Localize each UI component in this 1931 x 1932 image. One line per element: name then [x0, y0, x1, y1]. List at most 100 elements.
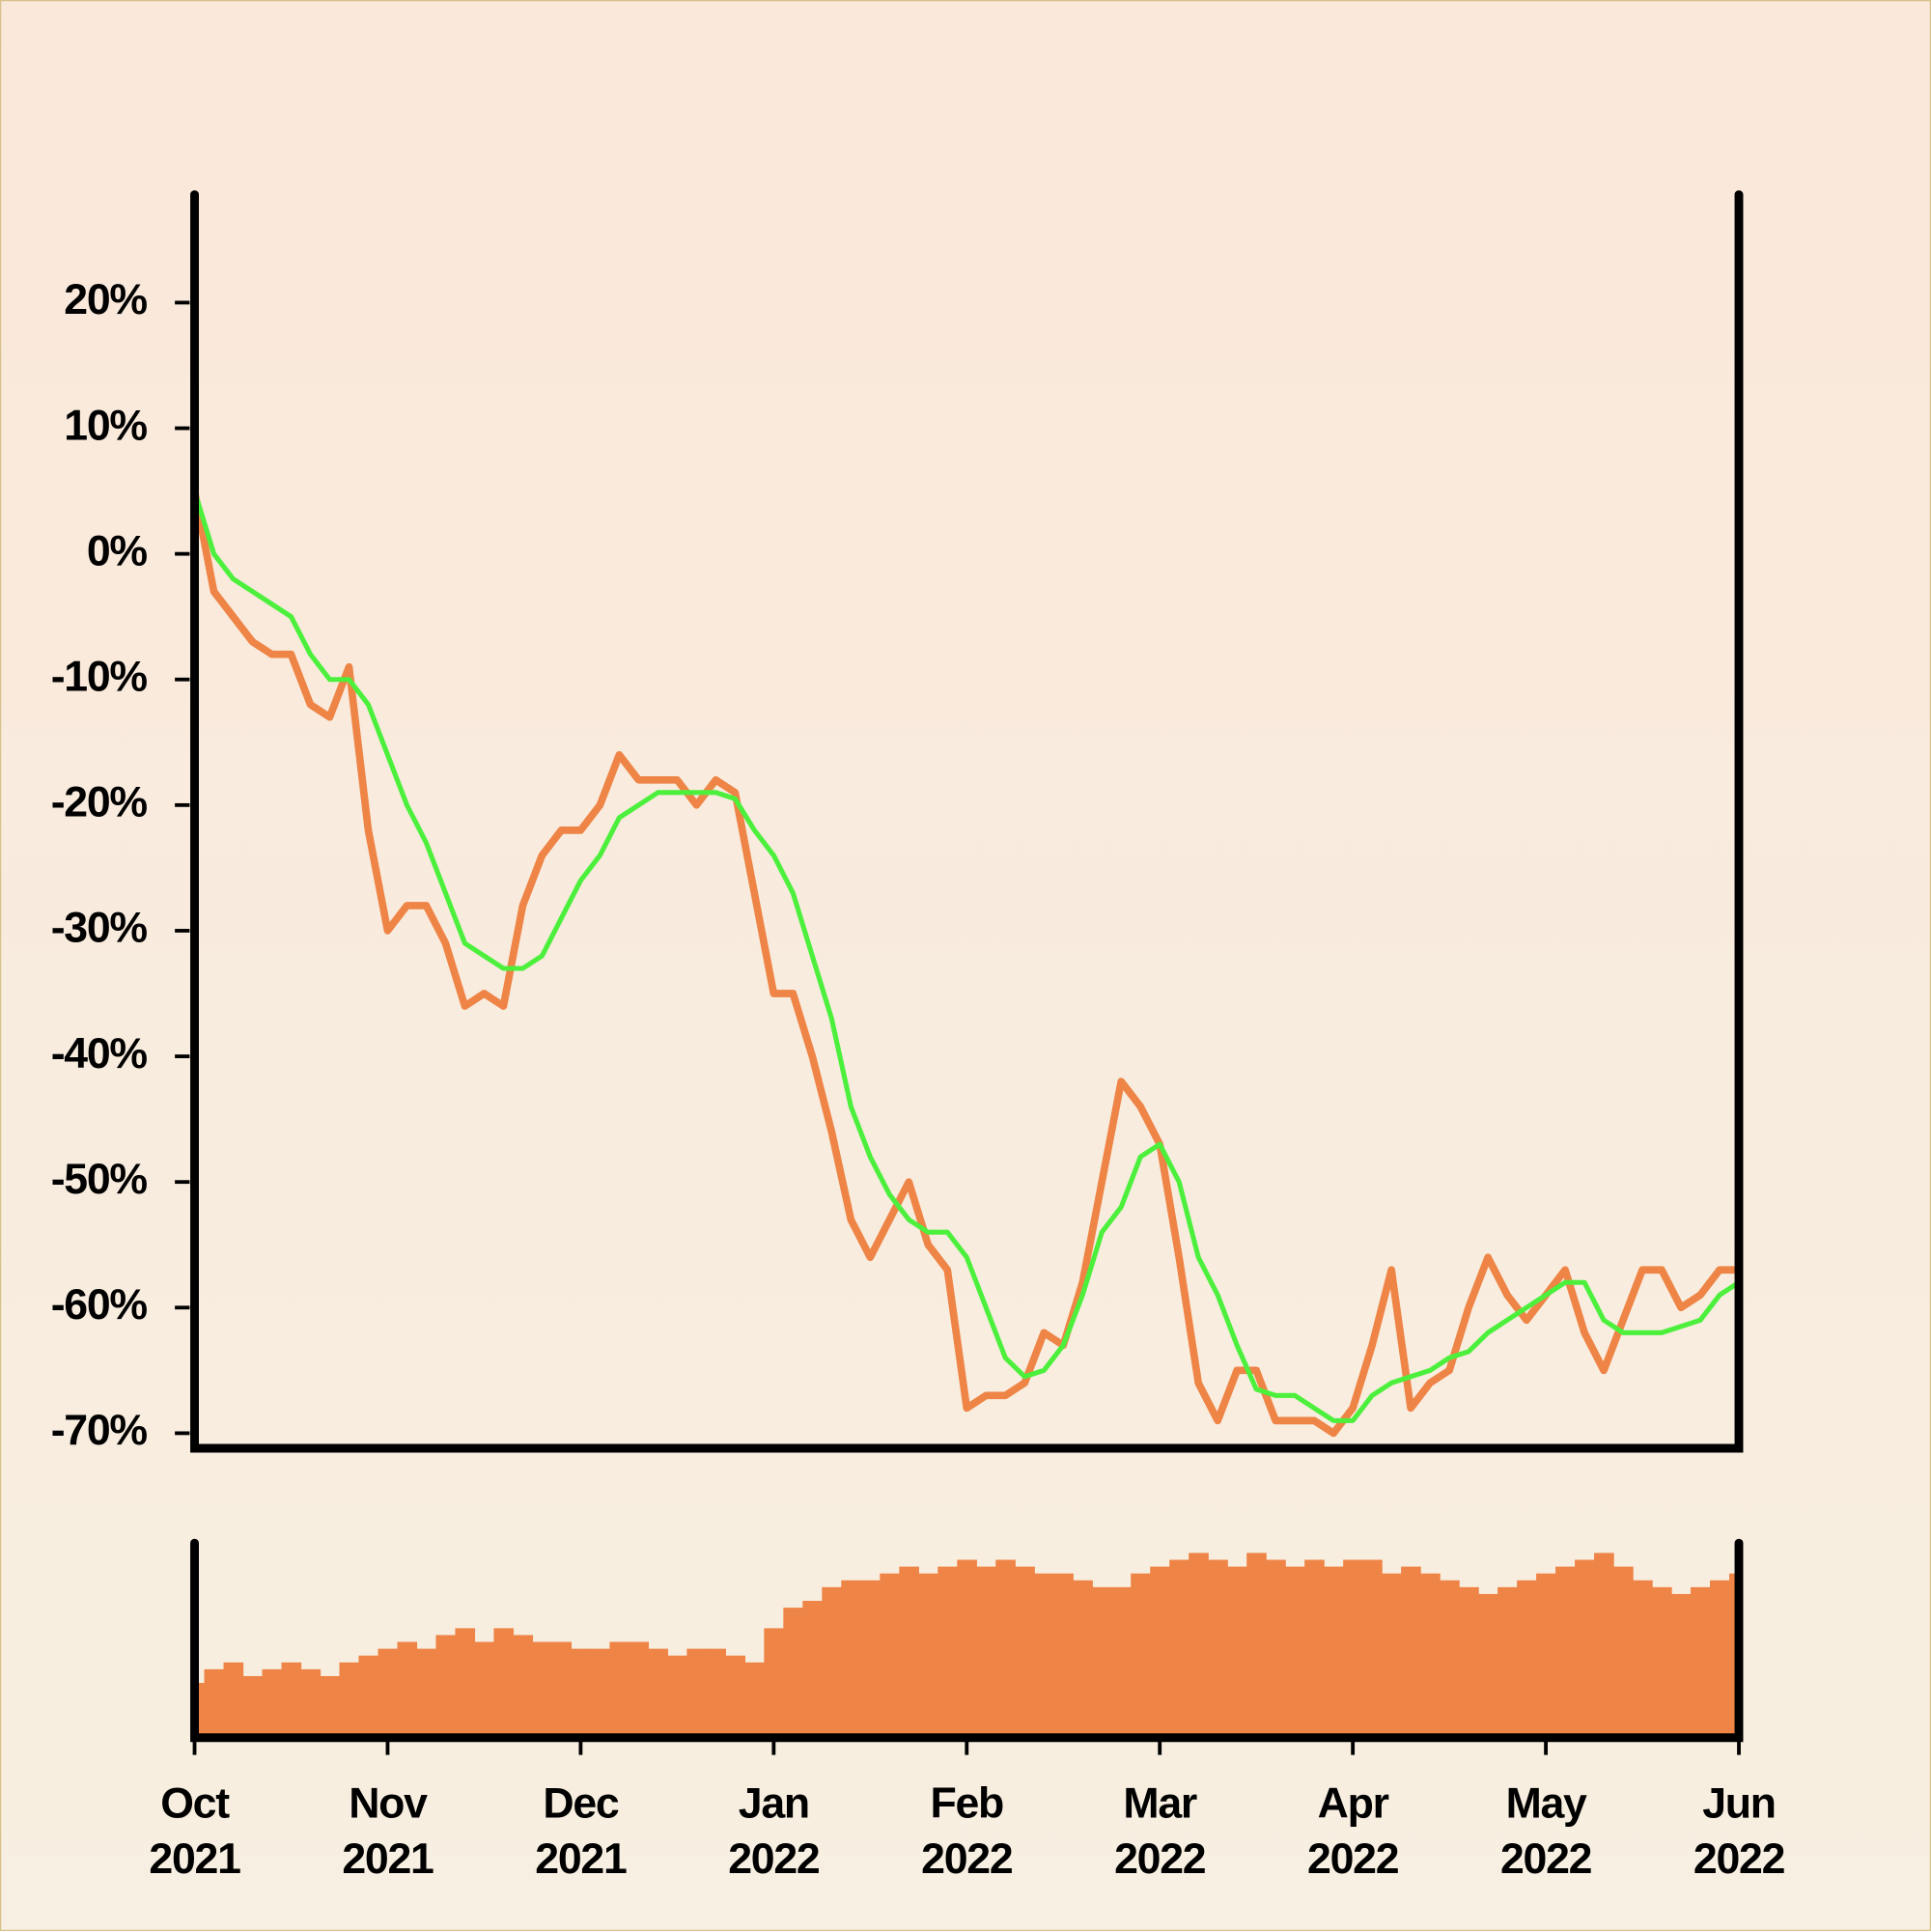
volume-bar	[1459, 1586, 1479, 1738]
volume-bar	[1652, 1586, 1672, 1738]
y-tick-label: -20%	[51, 779, 148, 826]
volume-bar	[1420, 1573, 1441, 1738]
volume-bar	[571, 1648, 592, 1738]
y-tick-label: -60%	[51, 1281, 148, 1329]
volume-bar	[841, 1580, 861, 1738]
volume-bar	[609, 1641, 630, 1738]
x-tick-label: Dec 2021	[535, 1779, 628, 1884]
x-tick-label: Feb 2022	[921, 1779, 1014, 1884]
volume-bar	[1555, 1566, 1576, 1738]
x-tick-label: Oct 2021	[149, 1779, 241, 1884]
volume-bar	[1169, 1559, 1189, 1738]
volume-bar	[1285, 1566, 1305, 1738]
volume-bar	[938, 1566, 958, 1738]
volume-bar	[880, 1573, 900, 1738]
volume-bar	[1304, 1559, 1325, 1738]
volume-bar	[725, 1655, 745, 1738]
volume-bar	[435, 1635, 457, 1738]
volume-bar	[1710, 1580, 1730, 1738]
volume-bar	[397, 1641, 418, 1738]
volume-bar	[783, 1608, 803, 1738]
volume-bar	[242, 1675, 264, 1738]
volume-bar	[455, 1628, 476, 1738]
volume-bar	[493, 1628, 515, 1738]
volume-bar	[378, 1648, 399, 1738]
volume-bar	[1691, 1586, 1711, 1738]
volume-bar	[281, 1662, 302, 1738]
volume-bar	[551, 1641, 573, 1738]
volume-bar	[1382, 1573, 1402, 1738]
volume-bar	[1729, 1573, 1740, 1738]
y-tick-label: -10%	[51, 654, 148, 701]
volume-bar	[532, 1641, 553, 1738]
volume-bar	[1208, 1559, 1228, 1738]
volume-bar	[1034, 1573, 1054, 1738]
volume-bar	[744, 1662, 765, 1738]
x-tick-label: May 2022	[1499, 1779, 1593, 1884]
volume-bar	[1189, 1553, 1209, 1738]
volume-bar	[1633, 1580, 1653, 1738]
volume-bar	[918, 1573, 938, 1738]
volume-bar	[706, 1648, 726, 1738]
y-tick-label: -40%	[51, 1030, 148, 1078]
volume-bar	[822, 1586, 842, 1738]
volume-bar	[204, 1668, 225, 1738]
volume-bar	[1594, 1553, 1614, 1738]
y-tick-label: -50%	[51, 1156, 148, 1203]
volume-bar	[474, 1641, 495, 1738]
x-tick-label: Jun 2022	[1693, 1779, 1786, 1884]
volume-bar	[1092, 1586, 1112, 1738]
x-tick-label: Mar 2022	[1114, 1779, 1207, 1884]
volume-bar	[339, 1662, 360, 1738]
y-tick-label: 0%	[87, 527, 148, 574]
volume-bar	[1227, 1566, 1247, 1738]
volume-bar	[860, 1580, 881, 1738]
volume-bar	[1613, 1566, 1634, 1738]
volume-bar	[1536, 1573, 1556, 1738]
x-tick-label: Apr 2022	[1307, 1779, 1400, 1884]
volume-bar	[1150, 1566, 1170, 1738]
y-tick-label: -30%	[51, 905, 148, 952]
volume-bar	[995, 1559, 1016, 1738]
volume-bar	[300, 1668, 322, 1738]
volume-bar	[416, 1648, 437, 1738]
volume-bar	[667, 1655, 688, 1738]
volume-bar	[1015, 1566, 1035, 1738]
volume-bar	[1575, 1559, 1595, 1738]
volume-bar	[1401, 1566, 1421, 1738]
volume-bar	[1131, 1573, 1151, 1738]
y-tick-label: 10%	[64, 402, 147, 449]
axis-frame	[190, 190, 1744, 1453]
axis-frame	[190, 1538, 1744, 1743]
line-series	[192, 490, 1741, 1423]
volume-bar	[223, 1662, 244, 1738]
volume-bar	[590, 1648, 611, 1738]
volume-bar	[1362, 1559, 1383, 1738]
volume-bar	[194, 1683, 206, 1738]
volume-bar	[1073, 1580, 1093, 1738]
volume-bar	[1478, 1593, 1498, 1738]
volume-bar	[1497, 1586, 1518, 1738]
y-tick-label: 20%	[64, 276, 147, 323]
volume-bar	[899, 1566, 919, 1738]
volume-bar	[1671, 1593, 1692, 1738]
volume-bar	[1440, 1580, 1460, 1738]
volume-bar	[648, 1648, 669, 1738]
volume-bar	[1053, 1573, 1074, 1738]
volume-bar	[358, 1655, 379, 1738]
volume-bar	[1246, 1553, 1267, 1738]
volume-bar	[320, 1675, 341, 1738]
volume-bar	[802, 1601, 823, 1738]
y-tick-label: -70%	[51, 1407, 148, 1454]
x-tick-label: Nov 2021	[342, 1779, 434, 1884]
volume-bar	[1324, 1566, 1344, 1738]
volume-bar	[262, 1668, 283, 1738]
volume-bar	[1517, 1580, 1537, 1738]
x-tick-label: Jan 2022	[728, 1779, 821, 1884]
volume-bar	[686, 1648, 707, 1738]
volume-bar	[1266, 1559, 1286, 1738]
volume-bar	[957, 1559, 977, 1738]
volume-bar	[764, 1628, 784, 1738]
